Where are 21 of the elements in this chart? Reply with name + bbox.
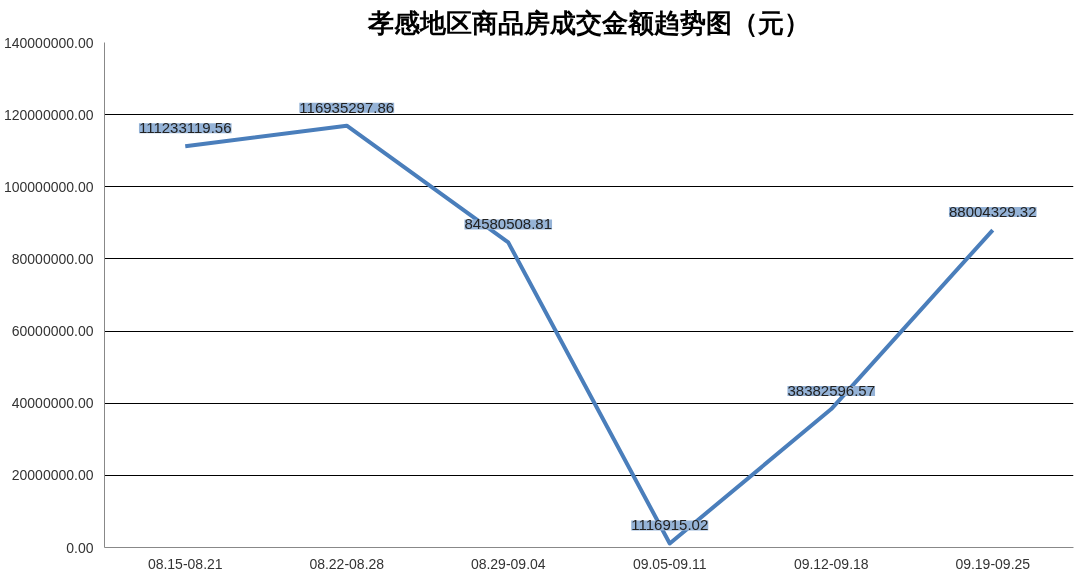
data-label: 111233119.56 — [138, 119, 232, 137]
y-tick-label: 140000000.00 — [3, 34, 94, 51]
y-tick-label: 80000000.00 — [11, 250, 94, 267]
x-tick-label: 08.15-08.21 — [147, 555, 223, 572]
x-tick-label: 09.12-09.18 — [793, 555, 869, 572]
x-tick-label: 09.19-09.25 — [955, 555, 1031, 572]
data-label: 84580508.81 — [464, 215, 553, 233]
y-tick-label: 40000000.00 — [11, 395, 94, 412]
x-tick-label: 09.05-09.11 — [632, 555, 707, 572]
x-tick-label: 08.22-08.28 — [309, 555, 385, 572]
data-label: 88004329.32 — [948, 203, 1037, 221]
x-tick-label: 08.29-09.04 — [470, 555, 546, 572]
y-tick-label: 20000000.00 — [11, 467, 94, 484]
y-tick-label: 60000000.00 — [11, 323, 94, 340]
data-label: 116935297.86 — [299, 98, 395, 116]
data-label: 1116915.02 — [631, 516, 709, 534]
data-label: 38382596.57 — [787, 382, 876, 400]
y-tick-label: 100000000.00 — [3, 178, 94, 195]
chart-title: 孝感地区商品房成交金额趋势图（元） — [367, 7, 810, 38]
y-tick-label: 0.00 — [66, 539, 94, 556]
y-tick-label: 120000000.00 — [3, 106, 94, 123]
